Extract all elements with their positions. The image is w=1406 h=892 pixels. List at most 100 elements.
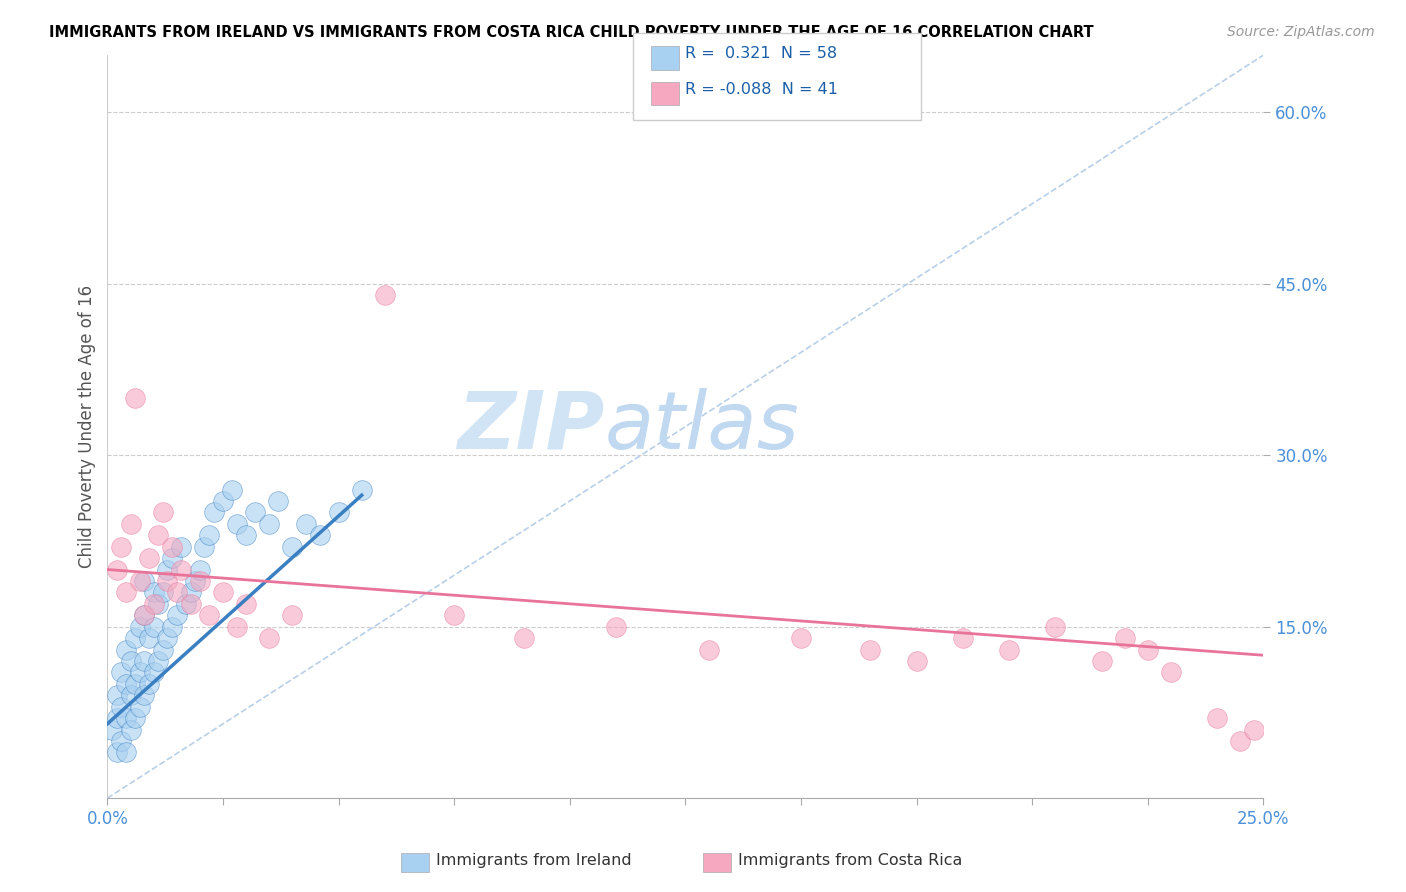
Point (1136, 642, 1159, 657)
Point (110, 540, 132, 554)
Point (152, 505, 174, 519)
Point (1160, 665, 1182, 680)
Point (142, 597, 165, 611)
Point (905, 654, 928, 668)
Point (120, 654, 142, 668)
Point (193, 540, 215, 554)
Point (156, 574, 179, 588)
Point (1045, 620, 1067, 634)
Point (120, 723, 142, 737)
Point (790, 631, 813, 645)
Point (138, 677, 160, 691)
Point (160, 551, 183, 566)
Point (156, 562, 179, 576)
Point (128, 620, 150, 634)
Text: Source: ZipAtlas.com: Source: ZipAtlas.com (1227, 25, 1375, 39)
Point (180, 597, 202, 611)
Point (188, 562, 211, 576)
Point (120, 516, 142, 531)
Point (152, 642, 174, 657)
Point (160, 620, 183, 634)
Point (170, 562, 193, 576)
Point (952, 631, 974, 645)
Point (138, 551, 160, 566)
Text: R =  0.321  N = 58: R = 0.321 N = 58 (685, 46, 837, 61)
Point (134, 574, 156, 588)
Point (134, 608, 156, 623)
Text: ZIP: ZIP (457, 388, 605, 466)
Point (138, 631, 160, 645)
Point (257, 631, 280, 645)
Point (105, 711, 128, 725)
Point (128, 665, 150, 680)
Point (110, 699, 132, 714)
Text: IMMIGRANTS FROM IRELAND VS IMMIGRANTS FROM COSTA RICA CHILD POVERTY UNDER THE AG: IMMIGRANTS FROM IRELAND VS IMMIGRANTS FR… (49, 25, 1094, 40)
Point (697, 642, 720, 657)
Point (859, 642, 882, 657)
Point (134, 688, 156, 702)
Point (184, 574, 207, 588)
Point (115, 746, 138, 760)
Point (1229, 734, 1251, 748)
Point (142, 585, 165, 599)
Point (212, 494, 235, 508)
Text: atlas: atlas (605, 388, 799, 466)
Text: Immigrants from Ireland: Immigrants from Ireland (436, 853, 631, 868)
Point (134, 654, 156, 668)
Point (374, 288, 396, 302)
Point (245, 505, 267, 519)
Point (134, 608, 156, 623)
Point (235, 528, 257, 542)
Text: R = -0.088  N = 41: R = -0.088 N = 41 (685, 82, 838, 96)
Point (124, 711, 146, 725)
Point (281, 540, 304, 554)
Point (998, 642, 1021, 657)
Point (105, 746, 128, 760)
Point (180, 585, 202, 599)
Point (221, 483, 243, 497)
Point (148, 597, 170, 611)
Point (128, 574, 150, 588)
Point (1090, 654, 1112, 668)
Point (1114, 631, 1136, 645)
Point (1243, 723, 1265, 737)
Point (142, 620, 165, 634)
Point (124, 391, 146, 405)
Point (170, 540, 193, 554)
Point (115, 711, 138, 725)
Point (257, 516, 280, 531)
Point (174, 597, 197, 611)
Text: Immigrants from Costa Rica: Immigrants from Costa Rica (738, 853, 963, 868)
Point (350, 483, 373, 497)
Point (235, 597, 257, 611)
Point (225, 620, 247, 634)
Point (120, 688, 142, 702)
Point (512, 631, 534, 645)
Point (605, 620, 627, 634)
Point (225, 516, 247, 531)
Point (101, 723, 124, 737)
Point (148, 654, 170, 668)
Point (202, 505, 225, 519)
Point (115, 642, 138, 657)
Point (328, 505, 350, 519)
Point (124, 631, 146, 645)
Point (128, 699, 150, 714)
Point (110, 734, 132, 748)
Point (110, 665, 132, 680)
Point (115, 585, 138, 599)
Point (267, 494, 290, 508)
Point (160, 540, 183, 554)
Point (295, 516, 318, 531)
Point (142, 665, 165, 680)
Point (1206, 711, 1229, 725)
Point (212, 585, 235, 599)
Point (198, 608, 221, 623)
Point (148, 528, 170, 542)
Point (105, 688, 128, 702)
Point (166, 585, 188, 599)
Point (309, 528, 332, 542)
Y-axis label: Child Poverty Under the Age of 16: Child Poverty Under the Age of 16 (79, 285, 96, 568)
Point (124, 677, 146, 691)
Point (115, 677, 138, 691)
